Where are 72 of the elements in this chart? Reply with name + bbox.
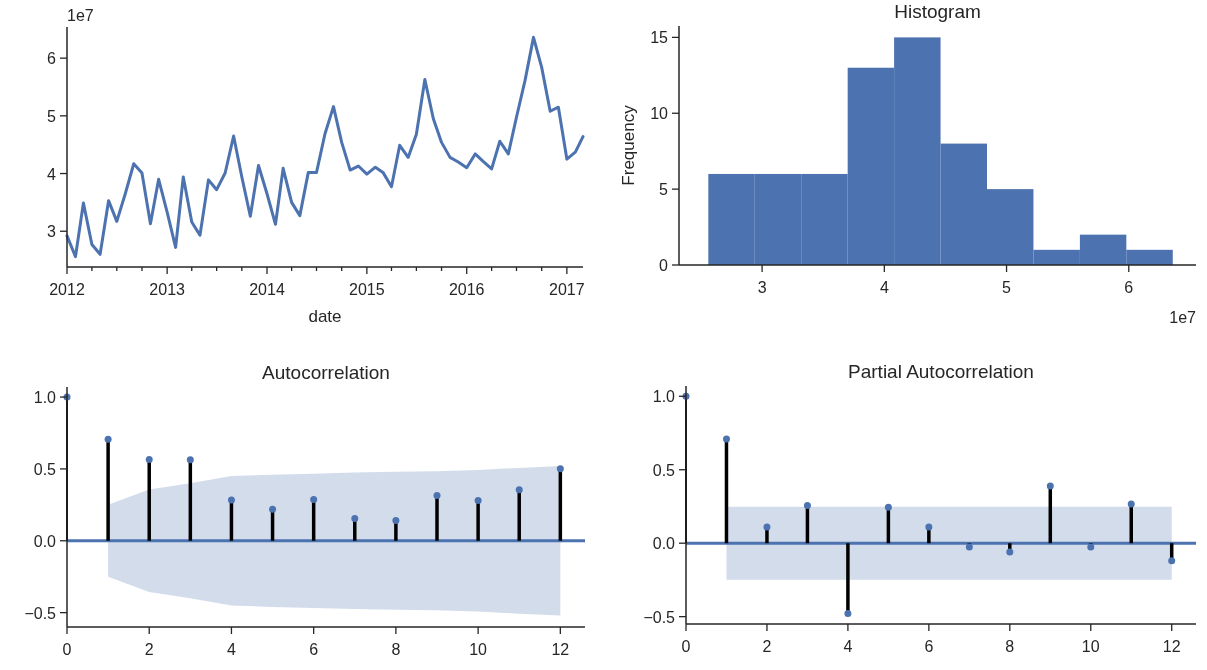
text: 1e7	[1169, 309, 1197, 326]
x-tick-label: 4	[843, 638, 853, 655]
line-series	[65, 35, 585, 259]
y-tick-label: 1.0	[652, 388, 676, 406]
point	[269, 505, 277, 513]
x-tick-label: 2016	[448, 281, 485, 298]
point	[884, 503, 892, 511]
y-tick-label: 4	[47, 165, 57, 183]
point	[515, 486, 523, 494]
x-axis-title: date	[308, 307, 342, 326]
y-tick-label: −0.5	[643, 608, 676, 626]
y-tick-label: 0.5	[33, 460, 57, 478]
point	[803, 502, 811, 510]
point	[763, 523, 771, 531]
point	[1168, 557, 1176, 565]
x-tick-label: 2013	[149, 281, 186, 298]
x-tick-label: 4	[879, 279, 889, 296]
point	[1087, 543, 1095, 551]
y-tick-label: 10	[650, 105, 669, 123]
x-tick-label: 0	[62, 641, 72, 658]
point	[844, 609, 852, 617]
y-tick-label: 3	[47, 223, 57, 241]
point	[351, 515, 359, 522]
point	[1127, 500, 1135, 508]
x-tick-label: 12	[1162, 638, 1181, 655]
point	[227, 496, 235, 504]
x-tick-label: 5	[1002, 279, 1012, 296]
x-tick-label: 0	[681, 638, 691, 655]
x-tick-label: 2014	[249, 281, 285, 298]
point	[722, 435, 730, 443]
point	[925, 523, 933, 531]
y-tick-label: 5	[659, 181, 669, 199]
x-tick-label: 4	[226, 641, 236, 658]
text: 1e7	[67, 7, 94, 24]
y-tick-label: 15	[650, 29, 669, 47]
y-tick-label: 0	[659, 257, 669, 274]
x-tick-label: 3	[757, 279, 767, 296]
x-tick-label: 2015	[349, 281, 385, 298]
x-tick-label: 8	[1005, 638, 1015, 655]
point	[433, 492, 441, 499]
y-tick-label: 0.5	[652, 461, 676, 479]
y-tick-label: 0.0	[652, 535, 676, 553]
point	[392, 517, 400, 525]
x-tick-label: 10	[469, 641, 488, 658]
y-tick-label: 6	[47, 50, 57, 68]
x-tick-label: 6	[924, 638, 934, 655]
point	[474, 497, 482, 505]
y-tick-label: −0.5	[24, 604, 57, 622]
point	[556, 465, 564, 473]
chart-title: Histogram	[894, 1, 981, 22]
x-tick-label: 10	[1081, 638, 1100, 655]
point	[104, 435, 112, 443]
point	[186, 456, 194, 464]
y-tick-label: 0.0	[33, 532, 57, 550]
x-tick-label: 6	[309, 641, 319, 658]
chart-title: Autocorrelation	[262, 362, 390, 383]
y-tick-label: 1.0	[33, 389, 57, 407]
x-tick-label: 8	[391, 641, 401, 658]
y-tick-label: 5	[47, 107, 57, 125]
x-tick-label: 2017	[549, 281, 585, 298]
x-tick-label: 6	[1124, 279, 1134, 296]
point	[965, 543, 973, 551]
y-axis-title: Frequency	[619, 104, 638, 186]
chart-title: Partial Autocorrelation	[848, 361, 1034, 382]
point	[1006, 548, 1014, 556]
x-tick-label: 12	[551, 641, 570, 658]
point	[310, 495, 318, 503]
x-tick-label: 2	[762, 638, 772, 655]
x-tick-label: 2012	[49, 281, 85, 298]
x-tick-label: 2	[144, 641, 154, 658]
point	[145, 456, 153, 464]
point	[1046, 482, 1054, 490]
